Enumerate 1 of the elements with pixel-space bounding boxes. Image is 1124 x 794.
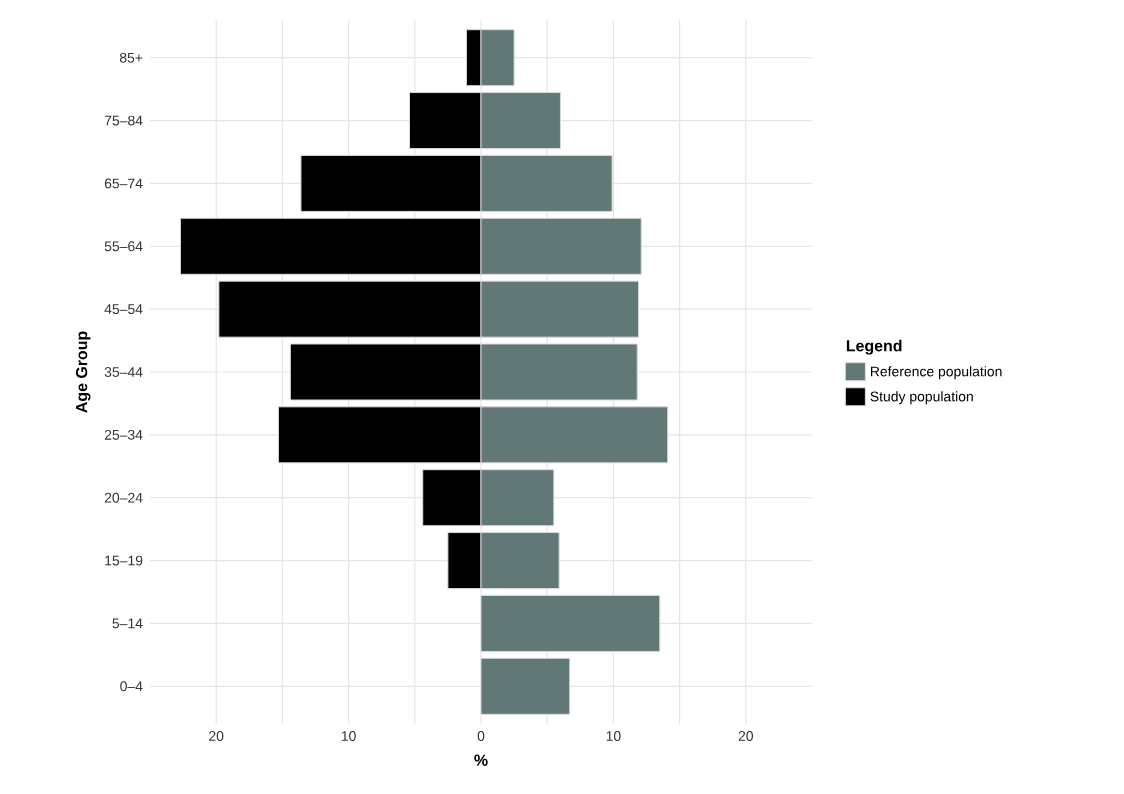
bar: [480, 594, 661, 652]
